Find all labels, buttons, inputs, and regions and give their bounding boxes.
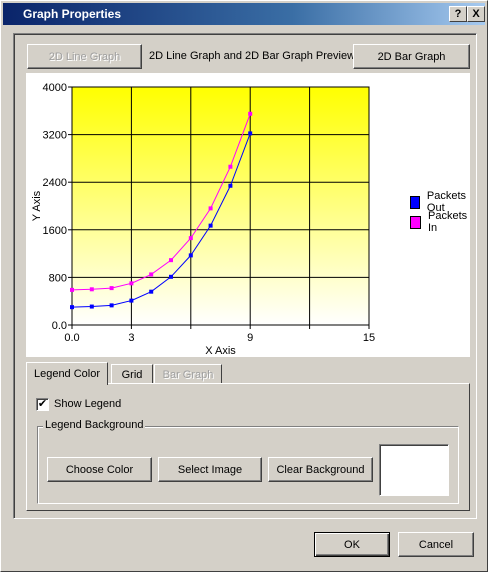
data-point [149, 272, 154, 277]
show-legend-checkbox[interactable]: ✔ [36, 398, 49, 411]
data-point [248, 111, 253, 116]
data-point [89, 304, 94, 309]
data-point [89, 287, 94, 292]
data-point [228, 183, 233, 188]
help-button[interactable]: ? [449, 6, 467, 22]
y-tick-label: 0.0 [52, 320, 67, 332]
content-frame [13, 33, 477, 519]
legend-swatch-icon [410, 195, 420, 209]
cancel-button[interactable]: Cancel [398, 532, 474, 557]
data-point [149, 289, 154, 294]
y-tick-label: 800 [49, 272, 67, 284]
y-tick-label: 1600 [43, 225, 67, 237]
select-image-button[interactable]: Select Image [158, 457, 262, 482]
x-axis-label: X Axis [205, 345, 236, 357]
x-tick-label: 0.0 [64, 332, 79, 344]
window-title: Graph Properties [23, 7, 122, 21]
choose-color-button[interactable]: Choose Color [47, 457, 152, 482]
data-point [228, 164, 233, 169]
legend-color-panel [26, 383, 470, 511]
data-point [70, 305, 74, 310]
tab-bar-graph[interactable]: Bar Graph [154, 364, 222, 384]
x-tick-label: 3 [128, 332, 134, 344]
data-point [129, 281, 134, 286]
legend-swatch-icon [410, 215, 421, 229]
line-graph-button[interactable]: 2D Line Graph [27, 44, 142, 69]
preview-label: 2D Line Graph and 2D Bar Graph Preview [149, 50, 356, 62]
clear-background-button[interactable]: Clear Background [268, 457, 373, 482]
legend-item-packets-out: Packets Out [410, 190, 470, 214]
y-axis-label: Y Axis [31, 190, 43, 221]
title-bar[interactable]: Graph Properties ? X [3, 3, 485, 25]
legend-item-packets-in: Packets In [410, 210, 470, 234]
data-point [109, 286, 114, 291]
data-point [70, 287, 74, 292]
ok-button[interactable]: OK [314, 532, 390, 557]
y-tick-label: 3200 [43, 130, 67, 142]
line-chart: 0.0 800 1600 2400 3200 4000 0.0 3 9 15 X Axis Y A… [31, 82, 375, 357]
y-tick-label: 2400 [43, 177, 67, 189]
series-line [71, 113, 251, 291]
legend-label: Packets Out [426, 190, 467, 214]
plot-border [71, 86, 370, 326]
legend-background-label: Legend Background [43, 419, 146, 431]
data-point [169, 258, 173, 263]
y-tick-label: 4000 [43, 82, 67, 94]
legend-label: Packets In [428, 210, 468, 234]
legend-background-group [37, 426, 459, 504]
data-point [129, 298, 134, 303]
show-legend-label[interactable]: Show Legend [54, 398, 122, 410]
close-button[interactable]: X [467, 6, 485, 22]
data-point [248, 131, 253, 136]
data-point [208, 206, 213, 211]
series-line [71, 133, 251, 308]
x-tick-label: 15 [363, 332, 375, 344]
tab-legend-color[interactable]: Legend Color [26, 362, 108, 385]
data-point [188, 236, 193, 241]
data-point [208, 223, 213, 228]
legend-background-preview [379, 444, 449, 496]
bar-graph-button[interactable]: 2D Bar Graph [353, 44, 470, 69]
data-point [169, 274, 173, 279]
x-tick-label: 9 [247, 332, 253, 344]
tab-grid[interactable]: Grid [111, 364, 153, 384]
data-point [188, 253, 193, 258]
chart-preview: 0.0 800 1600 2400 3200 4000 0.0 3 9 15 X Axis Y A… [26, 73, 470, 357]
data-point [109, 303, 114, 308]
